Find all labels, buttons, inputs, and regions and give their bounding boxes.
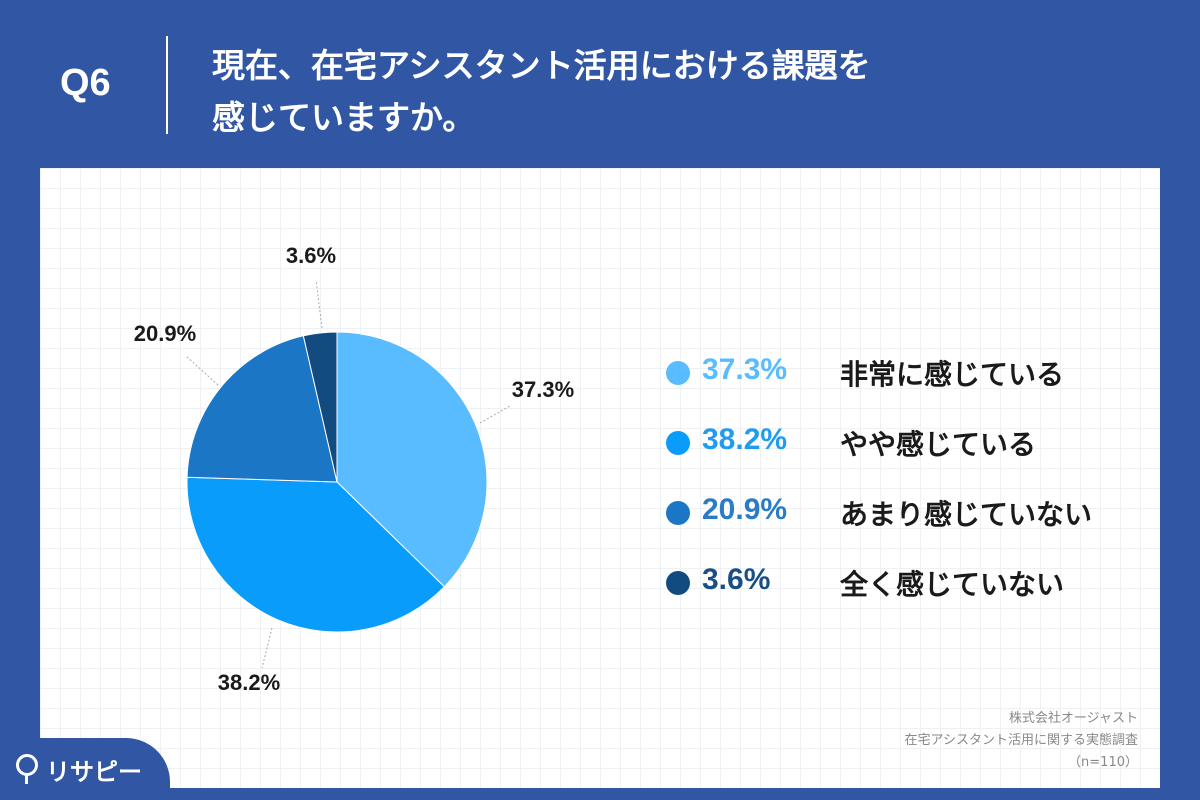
leader-line (261, 627, 273, 669)
legend-item: 37.3% 非常に感じている (660, 343, 1140, 413)
legend-item: 38.2% やや感じている (660, 413, 1140, 483)
data-label: 20.9% (134, 321, 196, 346)
legend-label: やや感じている (840, 428, 1037, 461)
legend-dot (666, 431, 690, 455)
header: Q6 現在、在宅アシスタント活用における課題を 感じていますか。 (0, 0, 1200, 168)
source-survey: 在宅アシスタント活用に関する実態調査 (904, 733, 1138, 748)
legend: 37.3% 非常に感じている 38.2% やや感じている 20.9% あまり感じ… (660, 343, 1140, 623)
pie-slice (302, 331, 338, 483)
question-line-1: 現在、在宅アシスタント活用における課題を (212, 46, 871, 85)
pie-slice (186, 476, 446, 633)
question-number: Q6 (60, 62, 111, 104)
source-company: 株式会社オージャスト (1008, 711, 1138, 726)
pie-chart: 37.3% 38.2% 20.9% 3.6% (134, 243, 574, 695)
data-label: 3.6% (286, 243, 336, 268)
pie-slice (336, 331, 488, 588)
legend-item: 3.6% 全く感じていない (660, 553, 1140, 623)
legend-dot (666, 501, 690, 525)
data-label: 38.2% (218, 670, 280, 695)
header-divider (166, 36, 168, 134)
pie-slice (186, 335, 338, 483)
leader-line (479, 405, 511, 424)
legend-dot (666, 571, 690, 595)
legend-label: 非常に感じている (840, 358, 1065, 391)
legend-percent: 3.6% (702, 563, 771, 596)
leader-line (185, 355, 219, 386)
source-note: 株式会社オージャスト 在宅アシスタント活用に関する実態調査 （n=110） (905, 708, 1138, 774)
question-line-2: 感じていますか。 (212, 98, 476, 137)
brand-logo: リサピー (0, 738, 170, 800)
question-title: 現在、在宅アシスタント活用における課題を 感じていますか。 (212, 40, 1112, 144)
legend-percent: 38.2% (702, 423, 788, 456)
legend-label: 全く感じていない (840, 568, 1065, 601)
chart-card: 37.3% 38.2% 20.9% 3.6% 37.3% 非常に感じている 38.2%… (40, 168, 1160, 788)
legend-percent: 20.9% (702, 493, 788, 526)
location-pin-icon (16, 754, 38, 784)
data-label: 37.3% (512, 377, 574, 402)
logo-text: リサピー (46, 758, 142, 786)
legend-item: 20.9% あまり感じていない (660, 483, 1140, 553)
legend-label: あまり感じていない (840, 498, 1093, 531)
source-sample-size: （n=110） (1068, 755, 1138, 770)
legend-dot (666, 361, 690, 385)
legend-percent: 37.3% (702, 353, 788, 386)
leader-line (315, 279, 323, 329)
